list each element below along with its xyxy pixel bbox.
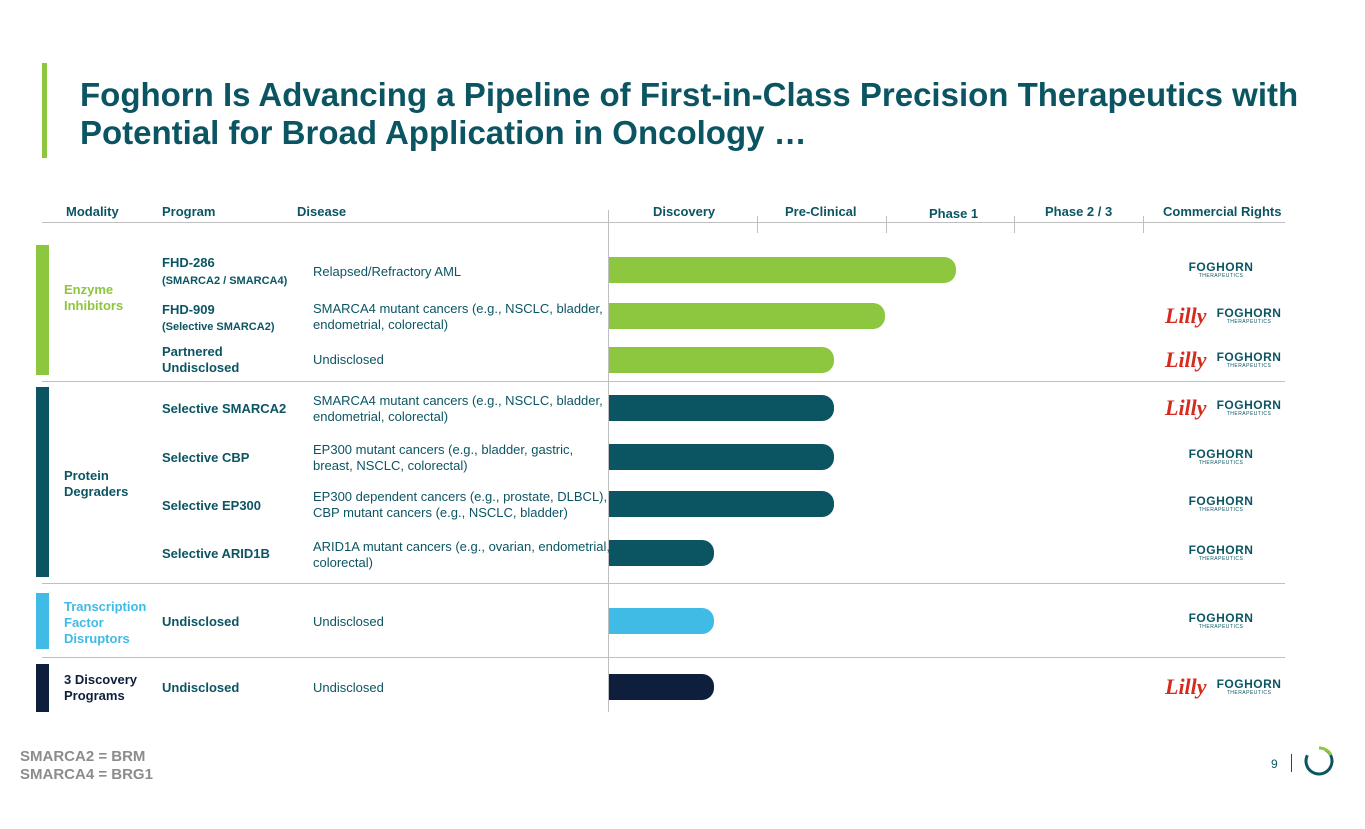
foghorn-logo-word: FOGHORN: [1216, 677, 1282, 691]
foghorn-logo-word: FOGHORN: [1188, 494, 1254, 508]
stage-tick: [757, 216, 758, 233]
foghorn-logo-sub: THERAPEUTICS: [1198, 507, 1244, 513]
footnote: SMARCA2 = BRM SMARCA4 = BRG1: [20, 748, 153, 784]
pipeline-bar: [609, 444, 834, 470]
header-modality: Modality: [66, 204, 119, 219]
foghorn-logo: FOGHORN THERAPEUTICS: [1214, 351, 1284, 370]
modality-bar-enzyme: [36, 245, 49, 375]
program-name: FHD-286 (SMARCA2 / SMARCA4): [162, 255, 302, 289]
foghorn-logo-sub: THERAPEUTICS: [1226, 690, 1272, 696]
footnote-line: SMARCA4 = BRG1: [20, 766, 153, 783]
foghorn-logo: FOGHORN THERAPEUTICS: [1186, 544, 1256, 563]
modality-label-enzyme: Enzyme Inhibitors: [64, 282, 124, 313]
program-name: Selective CBP: [162, 450, 250, 465]
pipeline-bar: [609, 395, 834, 421]
header-commercial-rights: Commercial Rights: [1163, 204, 1282, 219]
modality-label-discovery: 3 Discovery Programs: [64, 672, 137, 703]
header-preclinical: Pre-Clinical: [785, 204, 857, 219]
pipeline-bar: [609, 347, 834, 373]
foghorn-logo: FOGHORN THERAPEUTICS: [1214, 399, 1284, 418]
foghorn-logo-word: FOGHORN: [1216, 350, 1282, 364]
lilly-logo: Lilly: [1165, 303, 1207, 328]
disease-text: Undisclosed: [313, 680, 384, 695]
foghorn-logo-sub: THERAPEUTICS: [1226, 319, 1272, 325]
header-disease: Disease: [297, 204, 347, 219]
foghorn-logo-sub: THERAPEUTICS: [1226, 363, 1272, 369]
pipeline-bar: [609, 608, 714, 634]
footnote-line: SMARCA2 = BRM: [20, 748, 146, 765]
disease-text: Undisclosed: [313, 614, 384, 629]
foghorn-logo: FOGHORN THERAPEUTICS: [1186, 448, 1256, 467]
header-phase23: Phase 2 / 3: [1045, 204, 1113, 219]
foghorn-logo: FOGHORN THERAPEUTICS: [1186, 495, 1256, 514]
group-divider: [42, 381, 1285, 382]
page-title: Foghorn Is Advancing a Pipeline of First…: [80, 76, 1299, 151]
modality-bar-discovery: [36, 664, 49, 712]
title-accent-bar: [42, 63, 47, 158]
program-target: (SMARCA2 / SMARCA4): [162, 275, 288, 287]
foghorn-logo-sub: THERAPEUTICS: [1198, 624, 1244, 630]
header-program: Program: [162, 204, 216, 219]
pipeline-bar: [609, 674, 714, 700]
disease-text: Undisclosed: [313, 352, 384, 367]
foghorn-logo-sub: THERAPEUTICS: [1226, 411, 1272, 417]
group-divider: [42, 583, 1285, 584]
pipeline-bar: [609, 303, 885, 329]
foghorn-logo-word: FOGHORN: [1188, 447, 1254, 461]
foghorn-logo: FOGHORN THERAPEUTICS: [1214, 307, 1284, 326]
foghorn-logo-word: FOGHORN: [1216, 306, 1282, 320]
program-name: Selective ARID1B: [162, 546, 270, 561]
disease-text: EP300 dependent cancers (e.g., prostate,…: [313, 489, 608, 520]
foghorn-logo-word: FOGHORN: [1188, 543, 1254, 557]
stage-tick: [1143, 216, 1144, 233]
foghorn-logo-word: FOGHORN: [1188, 260, 1254, 274]
foghorn-logo-word: FOGHORN: [1216, 398, 1282, 412]
modality-bar-degraders: [36, 387, 49, 577]
disease-text: ARID1A mutant cancers (e.g., ovarian, en…: [313, 539, 610, 570]
stage-tick: [1014, 216, 1015, 233]
program-name-text: FHD-909: [162, 302, 215, 317]
foghorn-logo-word: FOGHORN: [1188, 611, 1254, 625]
lilly-logo: Lilly: [1165, 347, 1207, 372]
chart-axis: [608, 210, 609, 712]
pipeline-bar: [609, 540, 714, 566]
program-name: Undisclosed: [162, 680, 240, 695]
header-discovery: Discovery: [653, 204, 716, 219]
disease-text: SMARCA4 mutant cancers (e.g., NSCLC, bla…: [313, 393, 603, 424]
pipeline-bar: [609, 491, 834, 517]
page-number-separator: [1291, 754, 1292, 772]
modality-bar-transcription: [36, 593, 49, 649]
program-name: Undisclosed: [162, 614, 240, 629]
disease-text: SMARCA4 mutant cancers (e.g., NSCLC, bla…: [313, 301, 603, 332]
foghorn-logo: FOGHORN THERAPEUTICS: [1214, 678, 1284, 697]
foghorn-logo: FOGHORN THERAPEUTICS: [1186, 261, 1256, 280]
pipeline-bar: [609, 257, 956, 283]
foghorn-logo-sub: THERAPEUTICS: [1198, 273, 1244, 279]
stage-tick: [886, 216, 887, 233]
program-name: Selective SMARCA2: [162, 401, 287, 416]
foghorn-logo-sub: THERAPEUTICS: [1198, 556, 1244, 562]
program-name: FHD-909 (Selective SMARCA2): [162, 302, 302, 335]
disease-text: EP300 mutant cancers (e.g., bladder, gas…: [313, 442, 574, 473]
foghorn-mark-icon: [1304, 746, 1334, 776]
foghorn-logo: FOGHORN THERAPEUTICS: [1186, 612, 1256, 631]
header-phase1: Phase 1: [929, 206, 979, 221]
program-name: Selective EP300: [162, 498, 262, 513]
header-divider: [42, 222, 1285, 223]
program-name-text: FHD-286: [162, 255, 215, 270]
disease-text: Relapsed/Refractory AML: [313, 264, 462, 279]
page-number: 9: [1271, 757, 1278, 771]
program-name: Partnered Undisclosed: [162, 344, 240, 375]
lilly-logo: Lilly: [1165, 674, 1207, 699]
group-divider: [42, 657, 1285, 658]
modality-label-degraders: Protein Degraders: [64, 468, 129, 499]
foghorn-logo-sub: THERAPEUTICS: [1198, 460, 1244, 466]
lilly-logo: Lilly: [1165, 395, 1207, 420]
program-target: (Selective SMARCA2): [162, 321, 275, 333]
modality-label-transcription: Transcription Factor Disruptors: [64, 599, 147, 646]
